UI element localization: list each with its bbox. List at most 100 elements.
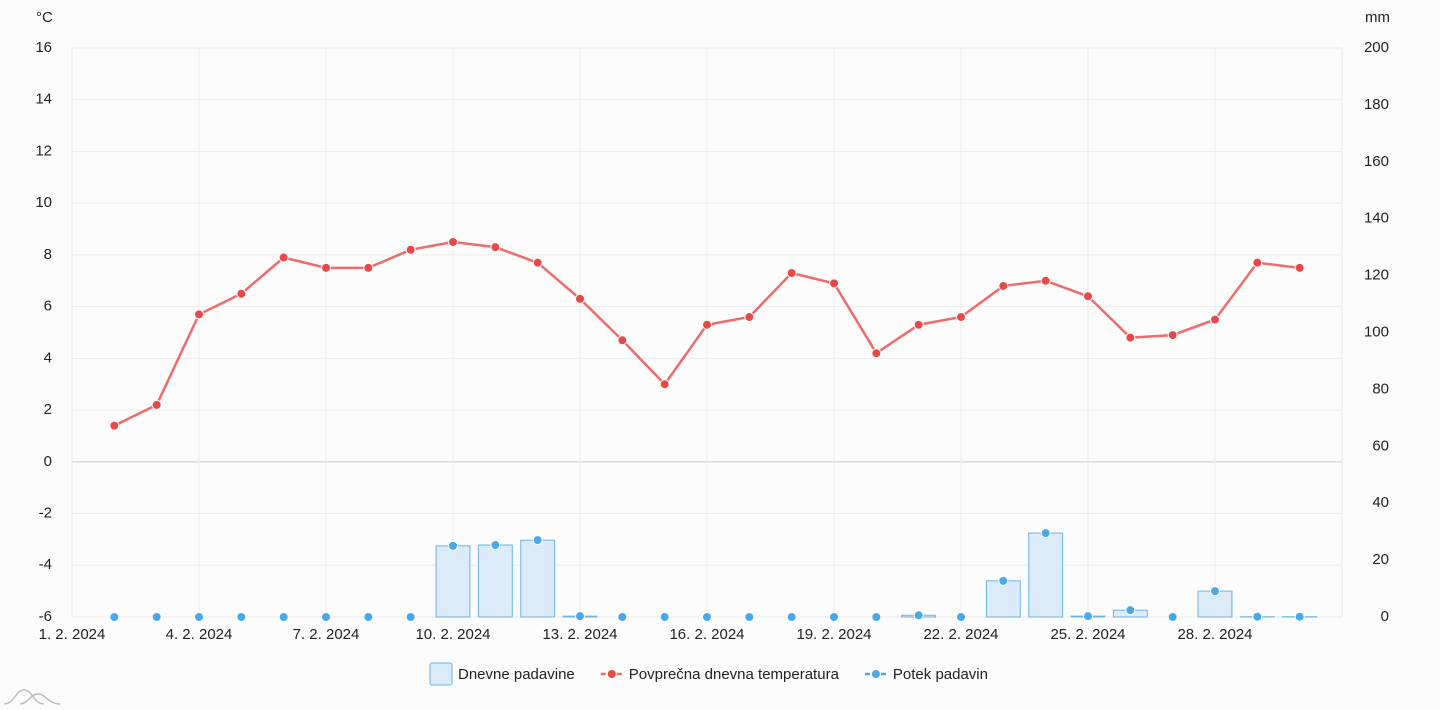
point [575, 611, 585, 622]
point [702, 319, 712, 330]
x-tick-label: 16. 2. 2024 [669, 626, 744, 643]
point [448, 236, 458, 247]
y2-tick-label: 0 [1381, 608, 1389, 625]
x-tick-label: 1. 2. 2024 [39, 626, 106, 643]
point [575, 293, 585, 304]
point [1210, 586, 1220, 597]
bar [435, 545, 471, 618]
point [1083, 291, 1093, 302]
y2-axis-label: mm [1365, 9, 1390, 26]
y2-tick-label: 140 [1364, 210, 1389, 227]
point [1125, 605, 1136, 616]
point [1167, 330, 1178, 341]
y2-tick-label: 80 [1372, 380, 1389, 397]
y2-tick-label: 40 [1372, 494, 1389, 511]
point [236, 612, 247, 622]
point [405, 244, 416, 255]
bar [477, 544, 513, 618]
x-tick-label: 28. 2. 2024 [1177, 626, 1252, 643]
point [1040, 275, 1051, 286]
legend-swatch [871, 670, 880, 678]
y-tick-label: 16 [35, 39, 52, 56]
y2-tick-label: 20 [1372, 551, 1389, 568]
y2-tick-label: 200 [1364, 39, 1389, 56]
legend-label: Potek padavin [893, 666, 988, 683]
point [829, 612, 839, 622]
y-tick-label: 0 [44, 453, 52, 470]
bar [520, 539, 556, 618]
point [236, 288, 247, 299]
point [109, 612, 120, 622]
point [1294, 262, 1305, 273]
x-tick-label: 19. 2. 2024 [796, 626, 871, 643]
point [151, 612, 162, 622]
y2-tick-label: 180 [1364, 96, 1389, 113]
point [1294, 611, 1305, 622]
bar [1028, 532, 1064, 618]
point [786, 612, 797, 622]
y-tick-label: 14 [35, 91, 52, 108]
x-tick-label: 13. 2. 2024 [542, 626, 617, 643]
legend-label: Dnevne padavine [458, 666, 575, 683]
point [659, 379, 670, 390]
logo [3, 689, 61, 705]
point [702, 612, 712, 622]
bar [985, 580, 1021, 618]
point [871, 612, 882, 622]
point [1252, 257, 1263, 268]
y-tick-label: -4 [39, 556, 52, 573]
point [278, 252, 289, 263]
bar [1197, 590, 1233, 618]
point [871, 348, 882, 359]
y-tick-label: 6 [44, 298, 52, 315]
y2-tick-label: 160 [1364, 153, 1389, 170]
point [532, 535, 543, 546]
y-tick-label: 10 [35, 194, 52, 211]
point [321, 262, 331, 273]
legend-item: Dnevne padavine [429, 662, 575, 686]
point [829, 278, 839, 289]
point [1040, 528, 1051, 539]
y-tick-label: -6 [39, 608, 52, 625]
point [1083, 611, 1093, 622]
y-tick-label: 8 [44, 246, 52, 263]
x-tick-label: 7. 2. 2024 [293, 626, 360, 643]
point [617, 612, 628, 622]
point [956, 311, 966, 322]
point [998, 280, 1009, 291]
point [278, 612, 289, 622]
x-tick-label: 22. 2. 2024 [923, 626, 998, 643]
point [194, 612, 204, 622]
point [913, 319, 924, 330]
point [363, 262, 374, 273]
point [744, 311, 755, 322]
point [532, 257, 543, 268]
legend: Dnevne padavine Povprečna dnevna temperat… [429, 662, 988, 686]
y-tick-label: 2 [44, 401, 52, 418]
point [363, 612, 374, 622]
y-axis-label: °C [36, 9, 53, 26]
y-tick-label: -2 [39, 505, 52, 522]
point [151, 399, 162, 410]
point [1167, 612, 1178, 622]
y2-tick-label: 120 [1364, 267, 1389, 284]
legend-swatch [607, 670, 616, 678]
point [744, 612, 755, 622]
legend-label: Povprečna dnevna temperatura [629, 666, 840, 683]
point [659, 612, 670, 622]
point [448, 540, 458, 551]
point [956, 612, 966, 622]
point [1252, 611, 1263, 622]
x-tick-label: 4. 2. 2024 [166, 626, 233, 643]
y2-tick-label: 60 [1372, 437, 1389, 454]
x-tick-label: 25. 2. 2024 [1050, 626, 1125, 643]
legend-item: Povprečna dnevna temperatura [600, 666, 840, 683]
point [405, 612, 416, 622]
point [109, 420, 120, 431]
point [1210, 314, 1220, 325]
y-tick-label: 12 [35, 142, 52, 159]
legend-item: Potek padavin [864, 666, 988, 683]
point [1125, 332, 1136, 343]
point [490, 242, 501, 253]
